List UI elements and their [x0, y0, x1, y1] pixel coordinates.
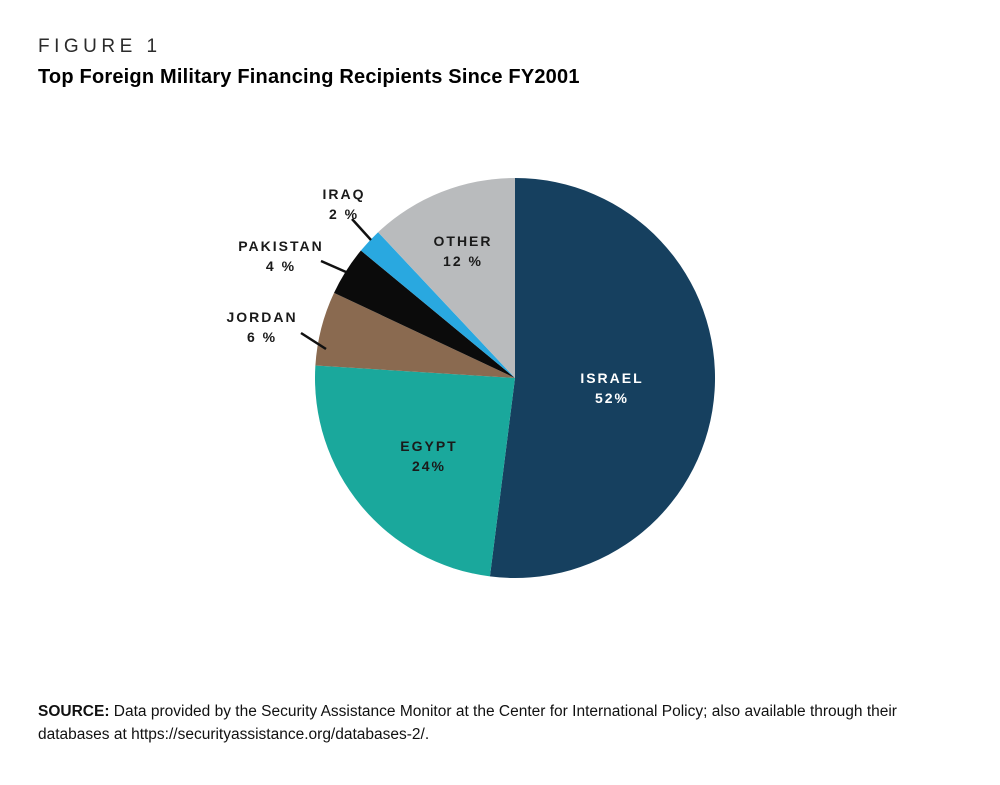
- figure-kicker: FIGURE 1: [38, 36, 162, 57]
- source-label: SOURCE:: [38, 703, 110, 720]
- slice-label-other: OTHER 12 %: [434, 231, 493, 271]
- slice-value: 12 %: [443, 253, 483, 269]
- slice-name: OTHER: [433, 233, 493, 249]
- pie-slice-iraq: [360, 232, 515, 378]
- pie-slices: [314, 178, 716, 578]
- figure-title: Top Foreign Military Financing Recipient…: [38, 66, 580, 88]
- jordan-leader-line: [300, 331, 327, 351]
- pie-slice-other: [378, 178, 515, 378]
- iraq-leader-line: [351, 218, 372, 241]
- source-note: SOURCE: Data provided by the Security As…: [38, 700, 950, 746]
- slice-name: IRAQ: [322, 186, 366, 202]
- slice-label-iraq: IRAQ 2 %: [323, 184, 366, 224]
- pie-slice-egypt: [314, 365, 515, 577]
- pie-slice-pakistan: [334, 250, 515, 378]
- slice-name: PAKISTAN: [238, 238, 324, 254]
- leader-lines: [300, 218, 372, 351]
- pie-slice-jordan: [315, 292, 515, 378]
- slice-label-israel: ISRAEL 52%: [580, 368, 643, 408]
- source-text: Data provided by the Security Assistance…: [38, 703, 897, 743]
- slice-name: EGYPT: [400, 438, 458, 454]
- slice-label-jordan: JORDAN 6 %: [226, 307, 297, 347]
- slice-name: JORDAN: [226, 309, 298, 325]
- slice-value: 24%: [411, 458, 447, 474]
- slice-value: 52%: [594, 390, 630, 406]
- slice-value: 6 %: [246, 329, 278, 345]
- pakistan-leader-line: [320, 259, 347, 274]
- pie-slice-israel: [489, 178, 716, 578]
- slice-label-egypt: EGYPT 24%: [400, 436, 457, 476]
- slice-label-pakistan: PAKISTAN 4 %: [238, 236, 323, 276]
- slice-value: 4 %: [265, 258, 297, 274]
- slice-name: ISRAEL: [580, 370, 644, 386]
- slice-value: 2 %: [328, 206, 360, 222]
